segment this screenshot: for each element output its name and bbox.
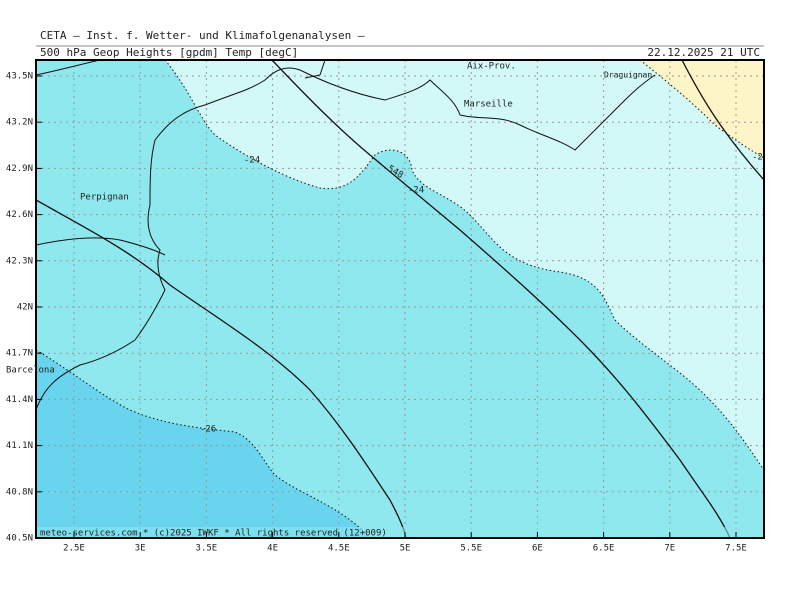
temp-zone-cold [36, 350, 370, 538]
lon-label: 4.5E [328, 544, 350, 554]
grid [36, 60, 764, 538]
coastline [36, 67, 656, 411]
place-label: Marseille [464, 100, 513, 110]
lon-label: 5.5E [460, 544, 482, 554]
frame [35, 59, 765, 539]
lat-label: 43.2N [6, 118, 33, 128]
contour-label: -2 [752, 153, 763, 163]
isotherm [639, 60, 764, 159]
footer-band [36, 527, 764, 538]
height-contour [681, 60, 764, 181]
lat-label: 40.8N [6, 487, 33, 497]
institute: CETA — Inst. f. Wetter- und Klimafolgena… [40, 29, 365, 42]
lon-label: 3.5E [196, 544, 218, 554]
place-label: Perpignan [80, 193, 129, 203]
product: 500 hPa Geop Heights [gpdm] Temp [degC] [40, 46, 298, 59]
contour-label: -24 [244, 156, 260, 166]
temp-zone-warmest [640, 60, 764, 158]
place-label: Aix-Prov. [467, 62, 516, 72]
lon-label: 6.5E [593, 544, 615, 554]
contour-label: -26 [200, 425, 216, 435]
lon-label: 2.5E [63, 544, 85, 554]
lat-label: 42.3N [6, 256, 33, 266]
lon-label: 7E [664, 544, 675, 554]
map-area [36, 60, 764, 538]
lat-label: 42.6N [6, 210, 33, 220]
lat-label: 41.1N [6, 441, 33, 451]
place-label: Barcelona [6, 366, 55, 376]
lon-label: 4E [267, 544, 278, 554]
lat-label: 41.4N [6, 395, 33, 405]
lon-label: 7.5E [725, 544, 747, 554]
height-contour [271, 60, 731, 538]
lat-label: 42N [17, 303, 33, 313]
height-contour [36, 199, 407, 538]
footer: meteo-services.com * (c)2025 IWKF * All … [40, 529, 387, 539]
lat-label: 40.5N [6, 534, 33, 544]
temp-zone-warm [165, 60, 764, 470]
lon-label: 5E [400, 544, 411, 554]
lon-label: 6E [532, 544, 543, 554]
lon-label: 3E [135, 544, 146, 554]
lat-label: 42.9N [6, 164, 33, 174]
valid-time: 22.12.2025 21 UTC [647, 46, 760, 59]
place-label: Draguignan [604, 71, 652, 80]
lat-label: 41.7N [6, 349, 33, 359]
contour-label: -24 [408, 186, 424, 196]
lat-label: 43.5N [6, 72, 33, 82]
isotherm [164, 60, 764, 471]
